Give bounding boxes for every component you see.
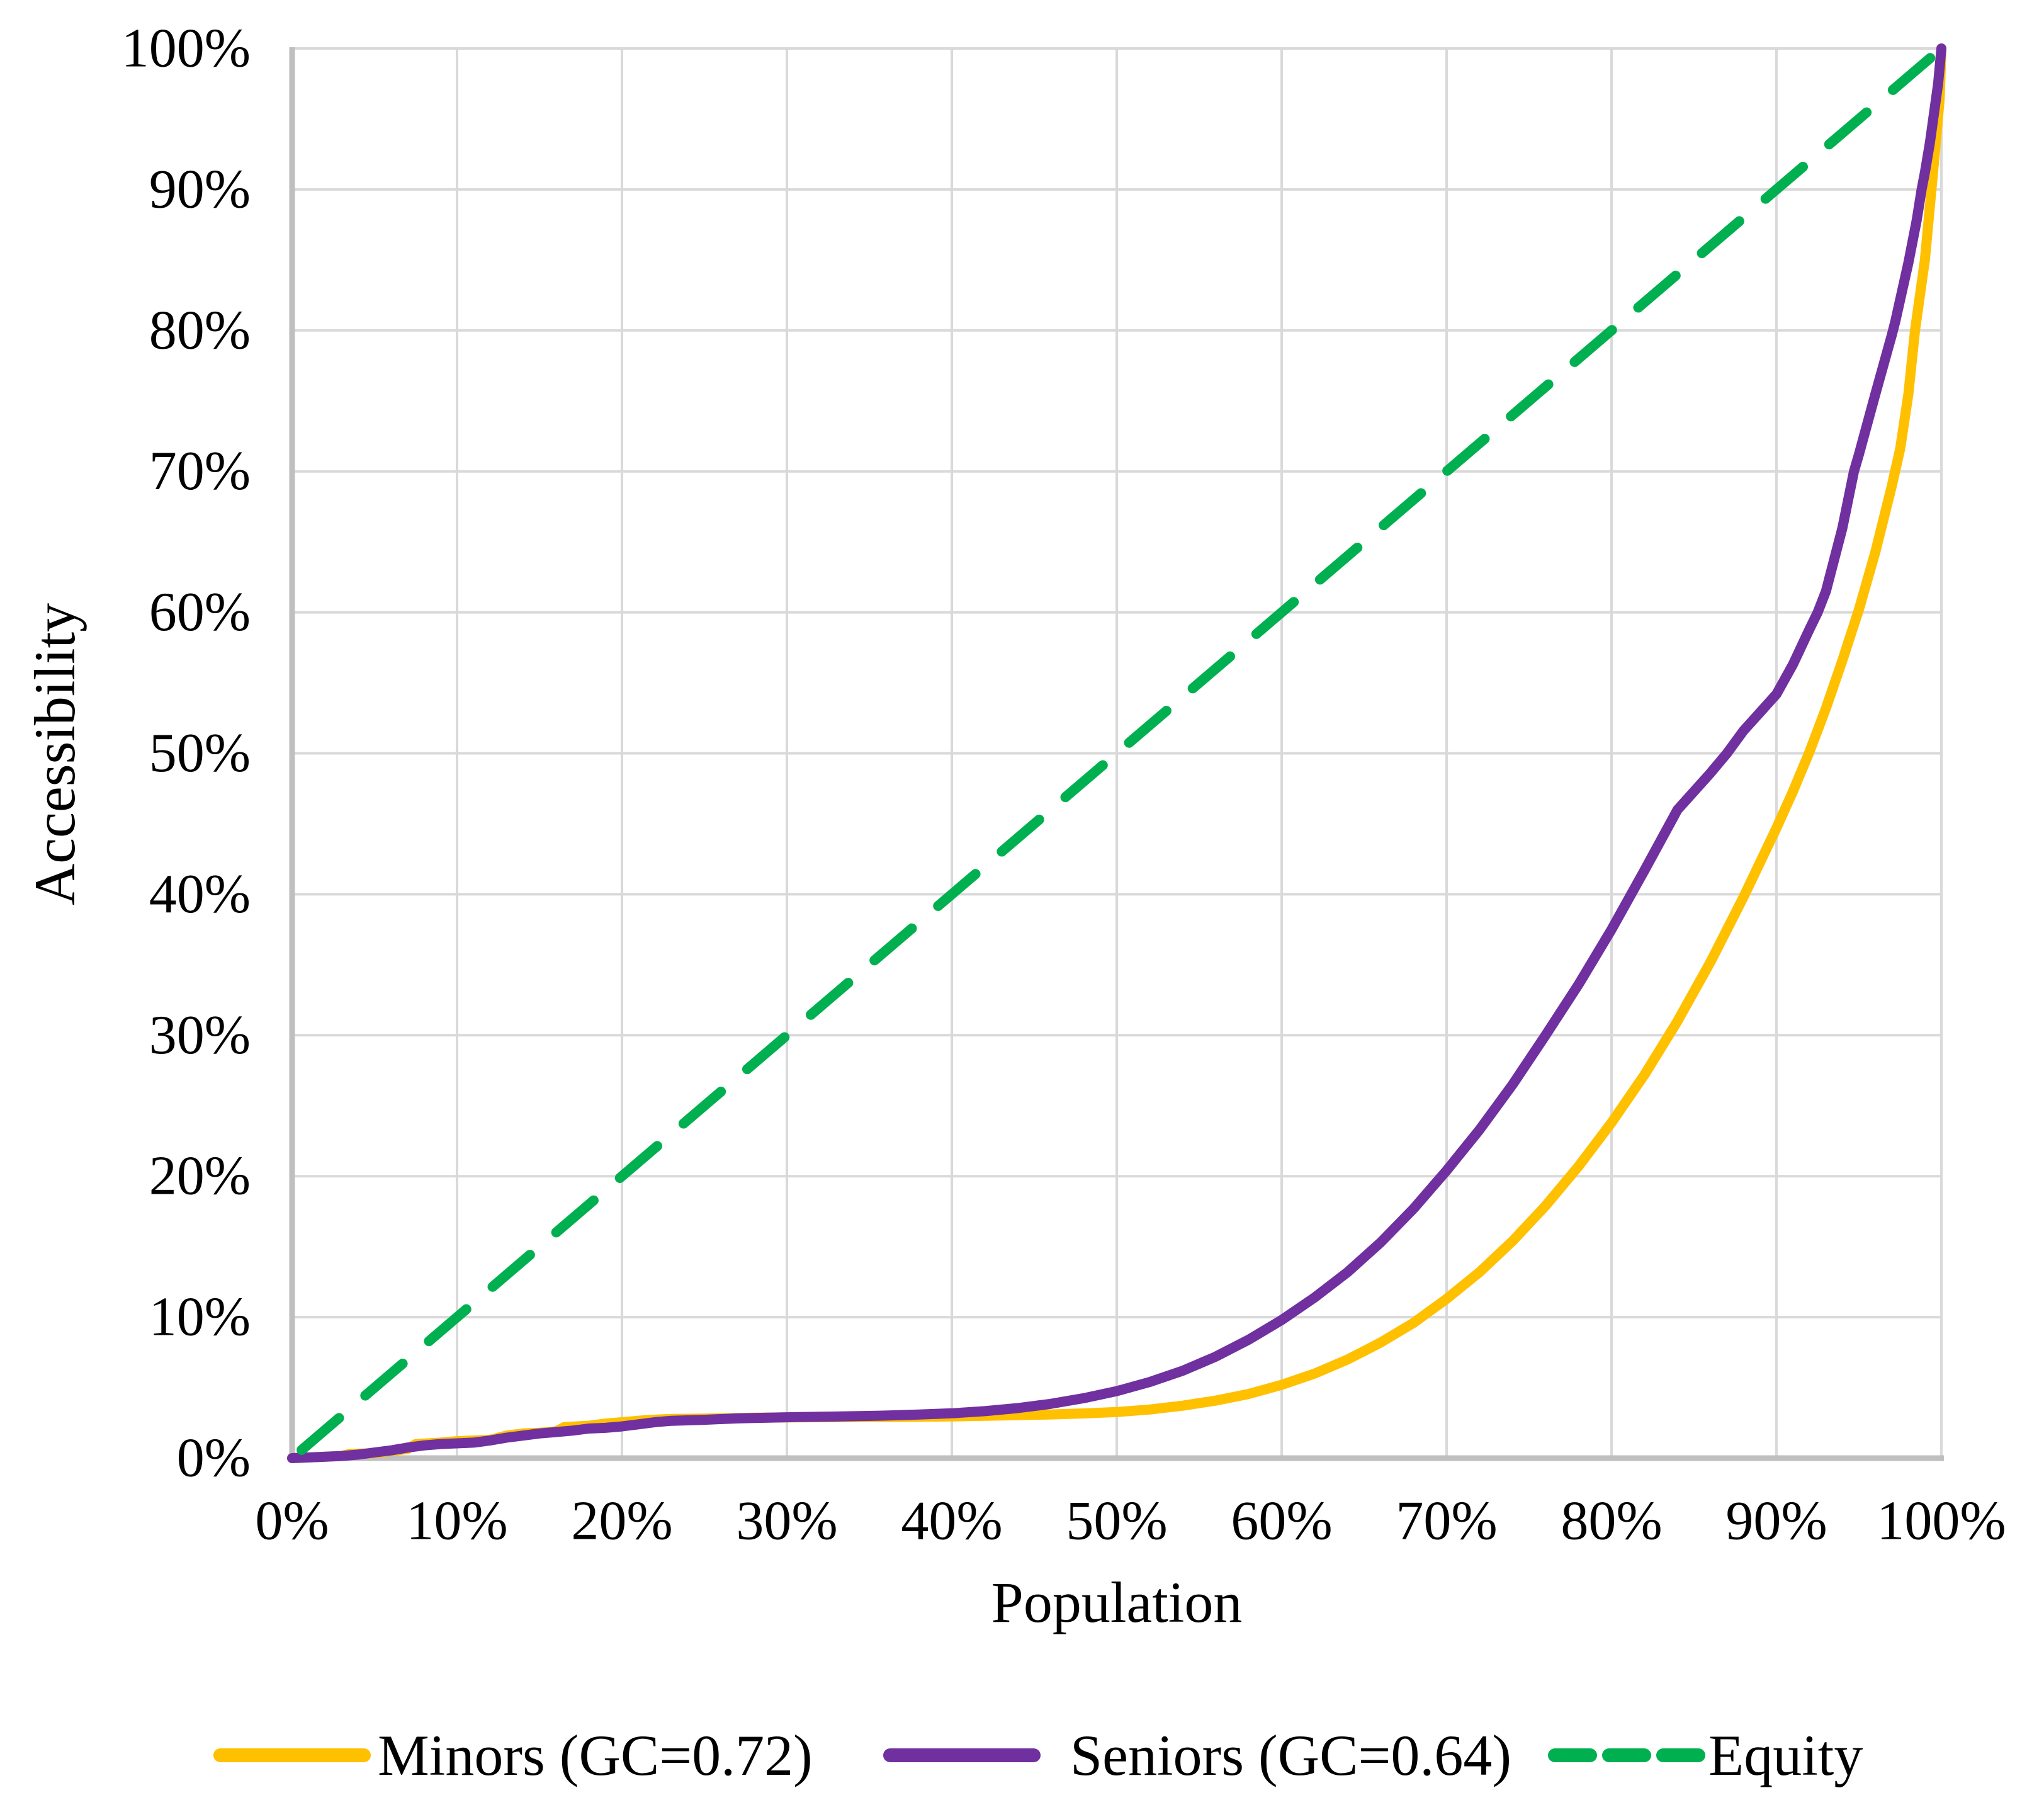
data-series <box>287 43 1946 1463</box>
y-axis-title: Accessibility <box>23 603 87 905</box>
legend-item: Seniors (GC=0.64) <box>883 1723 1511 1787</box>
x-tick-label: 80% <box>1561 1491 1662 1552</box>
y-tick-label: 60% <box>149 582 251 643</box>
y-tick-label: 80% <box>149 300 251 361</box>
y-tick-label: 70% <box>149 441 251 502</box>
legend-item: Equity <box>1548 1723 1863 1787</box>
legend-item: Minors (GC=0.72) <box>213 1723 813 1787</box>
y-tick-label: 50% <box>149 723 251 784</box>
x-tick-label: 0% <box>255 1491 329 1552</box>
x-tick-label: 90% <box>1725 1491 1827 1552</box>
y-tick-label: 30% <box>149 1005 251 1066</box>
x-tick-label: 50% <box>1066 1491 1167 1552</box>
y-tick-label: 90% <box>149 159 251 220</box>
y-tick-label: 40% <box>149 864 251 925</box>
seniors-line <box>287 43 1946 1463</box>
y-tick-label: 10% <box>149 1287 251 1348</box>
axes <box>289 47 1944 1461</box>
equity-legend-label: Equity <box>1708 1723 1863 1787</box>
y-axis-tick-labels: 0% 10% 20% 30% 40% 50% 60% 70% 80% 90% 100% <box>121 18 251 1489</box>
x-tick-label: 70% <box>1396 1491 1497 1552</box>
y-tick-label: 100% <box>121 18 251 79</box>
gridlines <box>291 47 1943 1459</box>
y-tick-label: 20% <box>149 1146 251 1207</box>
x-tick-label: 60% <box>1231 1491 1332 1552</box>
x-axis-title: Population <box>991 1570 1243 1634</box>
x-tick-label: 30% <box>736 1491 837 1552</box>
seniors-legend-label: Seniors (GC=0.64) <box>1070 1723 1511 1787</box>
equity-line <box>287 43 1946 1463</box>
legend: Minors (GC=0.72) Seniors (GC=0.64) Equity <box>213 1723 1863 1787</box>
y-tick-label: 0% <box>177 1428 251 1489</box>
x-tick-label: 100% <box>1877 1491 2006 1552</box>
x-tick-label: 20% <box>571 1491 672 1552</box>
minors-legend-label: Minors (GC=0.72) <box>378 1723 813 1787</box>
x-tick-label: 10% <box>406 1491 507 1552</box>
x-axis-tick-labels: 0% 10% 20% 30% 40% 50% 60% 70% 80% 90% 100% <box>255 1491 2006 1552</box>
x-tick-label: 40% <box>901 1491 1002 1552</box>
